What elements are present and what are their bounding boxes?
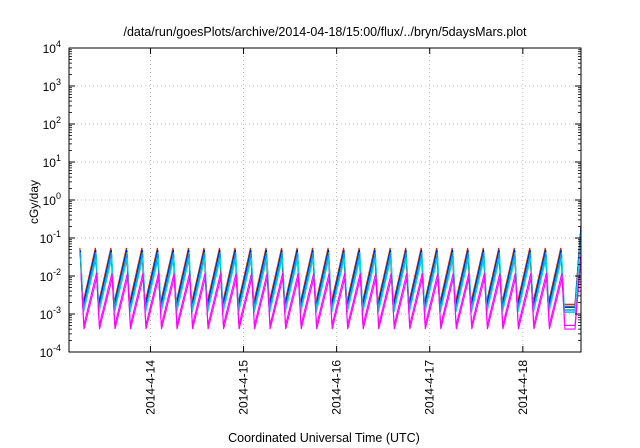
y-tick-label: 10-4 <box>40 343 61 360</box>
y-tick-label: 10-2 <box>40 267 61 284</box>
y-tick-label: 10-1 <box>40 229 61 246</box>
y-ticks: 10-4 10-3 10-2 10-1 100 101 102 103 104 <box>40 39 581 360</box>
y-tick-label: 104 <box>43 39 61 56</box>
y-axis-label: cGy/day <box>27 180 41 224</box>
x-axis-label: Coordinated Universal Time (UTC) <box>228 431 420 445</box>
chart-title: /data/run/goesPlots/archive/2014-04-18/1… <box>123 25 527 39</box>
y-tick-label: 103 <box>43 77 61 94</box>
x-tick-label: 2014-4-16 <box>330 360 344 415</box>
y-tick-label: 100 <box>43 191 61 208</box>
x-tick-label: 2014-4-14 <box>143 360 157 415</box>
y-tick-label: 102 <box>43 115 61 132</box>
y-tick-label: 10-3 <box>40 305 61 322</box>
x-tick-label: 2014-4-18 <box>516 360 530 415</box>
x-tick-label: 2014-4-15 <box>237 360 251 415</box>
x-tick-label: 2014-4-17 <box>423 360 437 415</box>
y-tick-label: 101 <box>43 153 61 170</box>
x-ticks: 2014-4-14 2014-4-15 2014-4-16 2014-4-17 2014… <box>143 48 530 415</box>
series-layer <box>79 224 582 330</box>
series-line <box>80 257 582 330</box>
